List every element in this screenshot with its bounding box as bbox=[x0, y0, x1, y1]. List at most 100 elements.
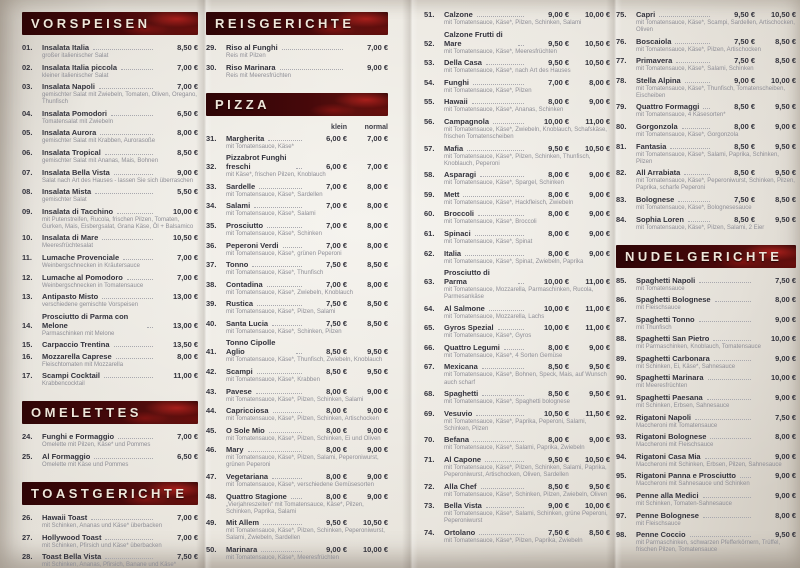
item-number: 39. bbox=[206, 299, 217, 309]
item-price-normal: 9,00 € bbox=[589, 97, 610, 107]
item-description: mit Tomatensauce, Käse*, Spaghetti bolog… bbox=[444, 399, 570, 406]
menu-item-row: 67. Mexicana 8,50 € 9,50 € bbox=[424, 362, 610, 371]
item-description: mit Schinken, Erbsen, Sahnesauce bbox=[636, 403, 730, 410]
menu-item-row: 54. Funghi 7,00 € 8,00 € bbox=[424, 78, 610, 87]
item-price-normal: 9,00 € bbox=[367, 386, 388, 396]
item-description: mit Tomatensauce, Käse*, Peperoniwurst, … bbox=[636, 178, 795, 192]
dotted-leader bbox=[296, 168, 302, 170]
menu-item: 66. Quattro Legumi 8,00 € 9,00 € mit Tomaten… bbox=[424, 343, 610, 360]
item-description: Maccheroni mit Tomatensauce bbox=[636, 422, 718, 429]
item-price: 8,00 € bbox=[177, 351, 198, 361]
menu-item: 06. Insalata Tropical 8,50 € gemischter Sal… bbox=[22, 148, 198, 165]
item-description: mit Schinken, Ei, Käse*, Sahnesauce bbox=[636, 363, 736, 370]
item-number: 38. bbox=[206, 279, 217, 289]
item-description: mit Tomatensauce, Käse*, Spinat, Zwiebel… bbox=[444, 258, 584, 265]
item-number: 28. bbox=[22, 552, 33, 562]
menu-item-row: 11. Lumache Provenciale 7,00 € bbox=[22, 253, 198, 262]
menu-item-row: 64. Al Salmone 10,00 € 11,00 € bbox=[424, 304, 610, 313]
item-description: verschiedene gemischte Vorspeisen bbox=[42, 302, 139, 309]
item-description: mit Tomatensauce, Käse*, Thunfisch bbox=[226, 270, 324, 277]
item-price-normal: 9,00 € bbox=[367, 471, 388, 481]
item-name: Hollywood Toast bbox=[42, 532, 102, 542]
item-number: 29. bbox=[206, 43, 217, 52]
item-price: 9,00 € bbox=[367, 62, 388, 72]
item-description: mit Fleischsauce bbox=[636, 305, 681, 312]
item-price: 7,00 € bbox=[177, 432, 198, 442]
menu-item-row: 72. Alla Chef 8,50 € 9,50 € bbox=[424, 482, 610, 491]
item-price-normal: 10,00 € bbox=[584, 10, 610, 19]
dotted-leader bbox=[702, 496, 751, 498]
item-description: mit Parmaschinken, Knoblauch, Tomatensau… bbox=[636, 344, 761, 351]
item-price-small: 8,00 € bbox=[326, 491, 347, 501]
menu-item-row: 28. Toast Bella Vista 7,50 € bbox=[22, 552, 198, 561]
menu-item-row: 87. Spaghetti Tonno 9,00 € bbox=[616, 315, 796, 324]
item-number: 96. bbox=[616, 490, 627, 500]
item-description: gemischter Salat mit Ananas, Mais, Bohne… bbox=[42, 157, 159, 164]
menu-item-row: 77. Primavera 7,50 € 8,50 € bbox=[616, 56, 796, 65]
menu-item: 32. Pizzabrot Funghi freschi 6,00 € 7,00 € m… bbox=[206, 153, 388, 179]
menu-item: 34. Salami 7,00 € 8,00 € mit Tomatensauce, K… bbox=[206, 201, 388, 218]
item-name: Rigatoni Napoli bbox=[636, 412, 691, 422]
dotted-leader bbox=[474, 234, 524, 236]
menu-item-row: 16. Mozzarella Caprese 8,00 € bbox=[22, 352, 198, 361]
menu-item-row: 37. Tonno 7,50 € 8,50 € bbox=[206, 260, 388, 269]
menu-item-row: 59. Mett 8,00 € 9,00 € bbox=[424, 190, 610, 199]
dotted-leader bbox=[699, 281, 751, 283]
item-price: 9,00 € bbox=[177, 167, 198, 177]
item-price-normal: 7,00 € bbox=[367, 162, 388, 172]
dotted-leader bbox=[463, 195, 524, 197]
item-number: 60. bbox=[424, 209, 435, 219]
item-number: 72. bbox=[424, 481, 435, 491]
dotted-leader bbox=[659, 16, 710, 17]
dotted-leader bbox=[93, 49, 153, 50]
item-price-normal: 9,50 € bbox=[775, 102, 796, 112]
item-description: mit Tomatensauce, Käse*, Pilzen bbox=[444, 87, 532, 94]
item-price: 13,00 € bbox=[172, 320, 198, 330]
item-name: Margherita bbox=[226, 133, 265, 143]
menu-item: 29. Riso al Funghi 7,00 € Reis mit Pilzen bbox=[206, 43, 388, 60]
menu-item-row: 44. Capricciosa 8,00 € 9,00 € bbox=[206, 406, 388, 415]
menu-item: 26. Hawaii Toast 7,00 € mit Schinken, Anana… bbox=[22, 513, 198, 530]
item-number: 24. bbox=[22, 432, 33, 442]
item-name: Scampi bbox=[226, 367, 253, 377]
menu-item-row: 96. Penne alla Medici 9,00 € bbox=[616, 491, 796, 500]
item-description: mit Thunfisch bbox=[636, 324, 672, 331]
dotted-leader bbox=[687, 220, 710, 222]
menu-item-row: 09. Insalata di Tacchino 10,00 € bbox=[22, 207, 198, 216]
item-description: mit Tomatensauce, Käse*, Broccoli bbox=[444, 219, 537, 226]
menu-item: 25. Al Formaggio 6,50 € Omelette mit Käse u… bbox=[22, 452, 198, 469]
menu-item-row: 46. Mary 8,00 € 9,00 € bbox=[206, 445, 388, 454]
item-number: 65. bbox=[424, 323, 435, 333]
menu-item-row: 12. Lumache al Pomodoro 7,00 € bbox=[22, 273, 198, 282]
item-price-normal: 8,00 € bbox=[367, 240, 388, 250]
item-description: mit Tomatensauce, Käse*, grünen Peperoni bbox=[226, 250, 342, 257]
item-price-small: 7,50 € bbox=[548, 527, 569, 537]
item-description: gemischter Salat mit Krabben, Aurorasoße bbox=[42, 138, 156, 145]
dotted-leader bbox=[117, 212, 153, 214]
dotted-leader bbox=[100, 134, 153, 136]
item-description: mit Tomatensauce, Käse*, Gyros bbox=[444, 333, 532, 340]
menu-item-row: 86. Spaghetti Bolognese 8,00 € bbox=[616, 295, 796, 304]
item-number: 09. bbox=[22, 206, 33, 216]
dotted-leader bbox=[681, 128, 710, 130]
item-name: Rigatoni Bolognese bbox=[636, 432, 707, 442]
item-number: 32. bbox=[206, 162, 217, 172]
item-number: 94. bbox=[616, 451, 627, 461]
dotted-leader bbox=[98, 88, 153, 90]
item-description: mit Tomatensauce, Käse*, Bolognesesauce bbox=[636, 204, 752, 211]
item-number: 91. bbox=[616, 393, 627, 403]
dotted-leader bbox=[678, 200, 710, 202]
item-name: Rigatoni Casa Mia bbox=[636, 451, 701, 461]
item-name: Al Formaggio bbox=[42, 451, 91, 461]
item-price-normal: 9,00 € bbox=[367, 491, 388, 501]
item-price-normal: 10,00 € bbox=[584, 501, 610, 511]
menu-item-row: 58. Asparagi 8,00 € 9,00 € bbox=[424, 170, 610, 179]
item-price-normal: 9,00 € bbox=[367, 445, 388, 455]
item-price-small: 7,00 € bbox=[326, 220, 347, 230]
item-description: mit Tomatensauce, Käse*, Meeresfrüchten bbox=[226, 554, 339, 561]
item-price-normal: 10,50 € bbox=[584, 58, 610, 68]
item-name: Calzone bbox=[444, 10, 473, 19]
menu-panel-right: 75. Capri 9,50 €10,50 € mit Tomatensauce, K… bbox=[616, 10, 796, 567]
item-number: 42. bbox=[206, 367, 217, 377]
menu-item: 80. Gorgonzola 8,00 € 9,00 € mit Tomatensauc… bbox=[616, 122, 796, 139]
